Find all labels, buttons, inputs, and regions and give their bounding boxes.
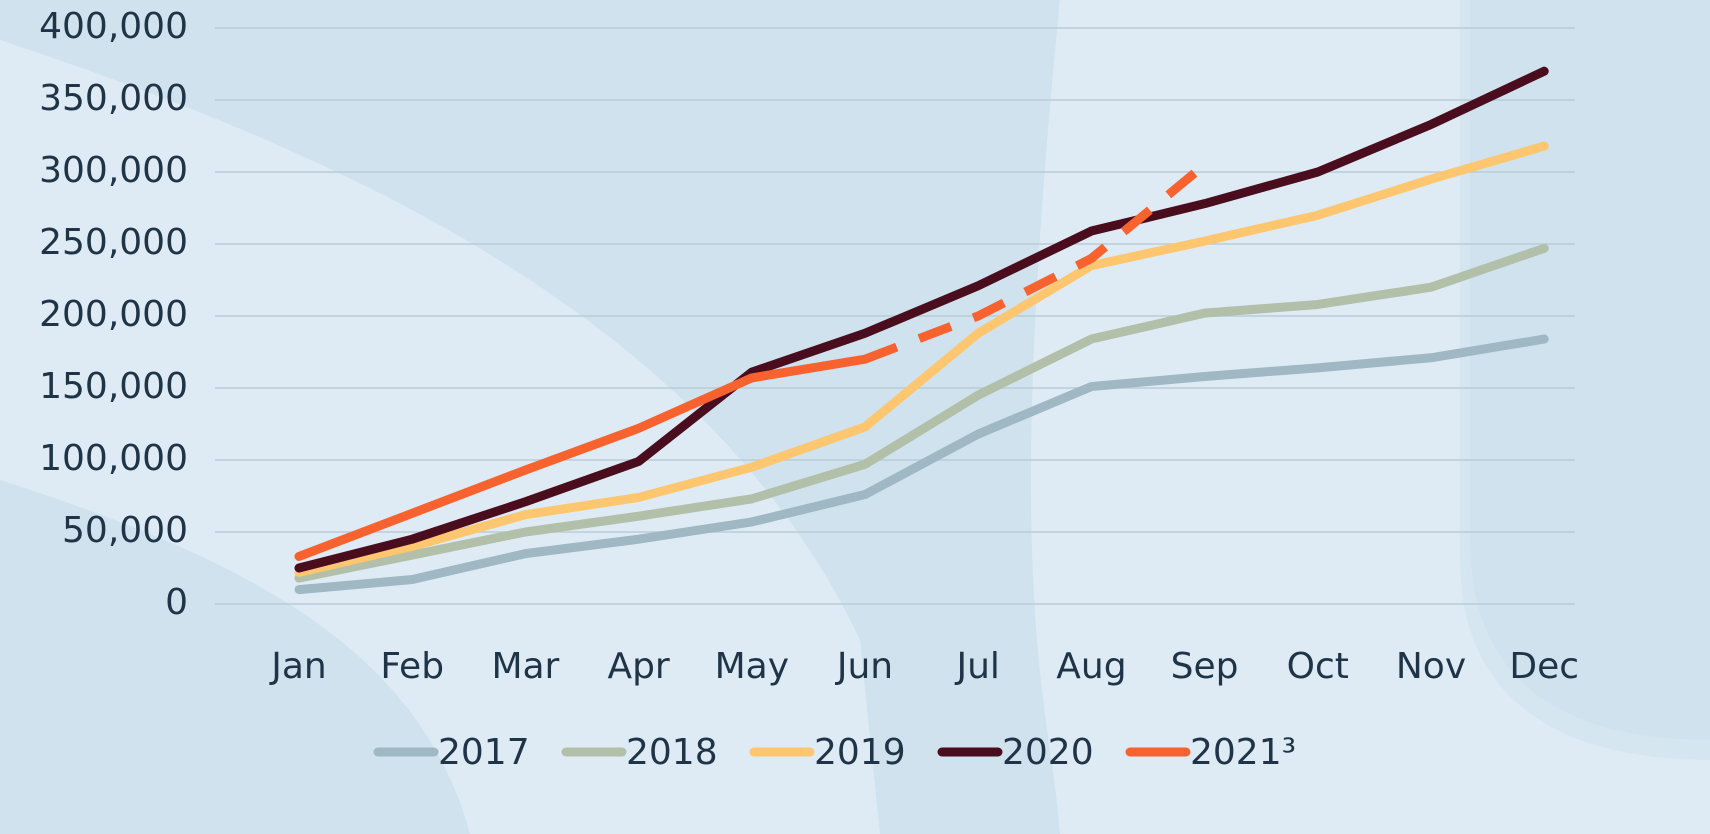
x-tick-label: Apr: [607, 646, 669, 687]
background-shape: [0, 480, 470, 834]
y-tick-label: 350,000: [39, 78, 188, 119]
x-tick-label: Sep: [1171, 646, 1239, 687]
series-line: [294, 243, 1549, 583]
legend-label: 2021³: [1190, 732, 1296, 773]
legend-label: 2018: [626, 732, 718, 773]
series-line: [294, 66, 1549, 573]
x-tick-label: Aug: [1056, 646, 1126, 687]
series-line: [294, 354, 870, 561]
y-tick-label: 100,000: [39, 438, 188, 479]
x-tick-label: Jun: [835, 646, 893, 687]
y-tick-label: 150,000: [39, 366, 188, 407]
series-line: [294, 334, 1549, 595]
series-line: [863, 161, 1208, 364]
x-tick-label: Jan: [269, 646, 327, 687]
y-tick-label: 0: [165, 582, 188, 623]
y-tick-label: 200,000: [39, 294, 188, 335]
x-tick-label: Dec: [1509, 646, 1579, 687]
background-shape: [1470, 0, 1710, 740]
x-tick-label: May: [715, 646, 789, 687]
y-tick-label: 50,000: [62, 510, 188, 551]
legend-label: 2019: [814, 732, 906, 773]
x-tick-label: Jul: [954, 646, 999, 687]
x-tick-label: Nov: [1396, 646, 1466, 687]
legend-label: 2017: [438, 732, 530, 773]
legend-label: 2020: [1002, 732, 1094, 773]
y-tick-label: 400,000: [39, 6, 188, 47]
x-tick-label: Oct: [1287, 646, 1349, 687]
background-shape: [0, 0, 1060, 834]
y-tick-label: 250,000: [39, 222, 188, 263]
x-tick-label: Feb: [380, 646, 444, 687]
x-tick-label: Mar: [491, 646, 559, 687]
y-tick-label: 300,000: [39, 150, 188, 191]
series-line: [294, 141, 1549, 577]
